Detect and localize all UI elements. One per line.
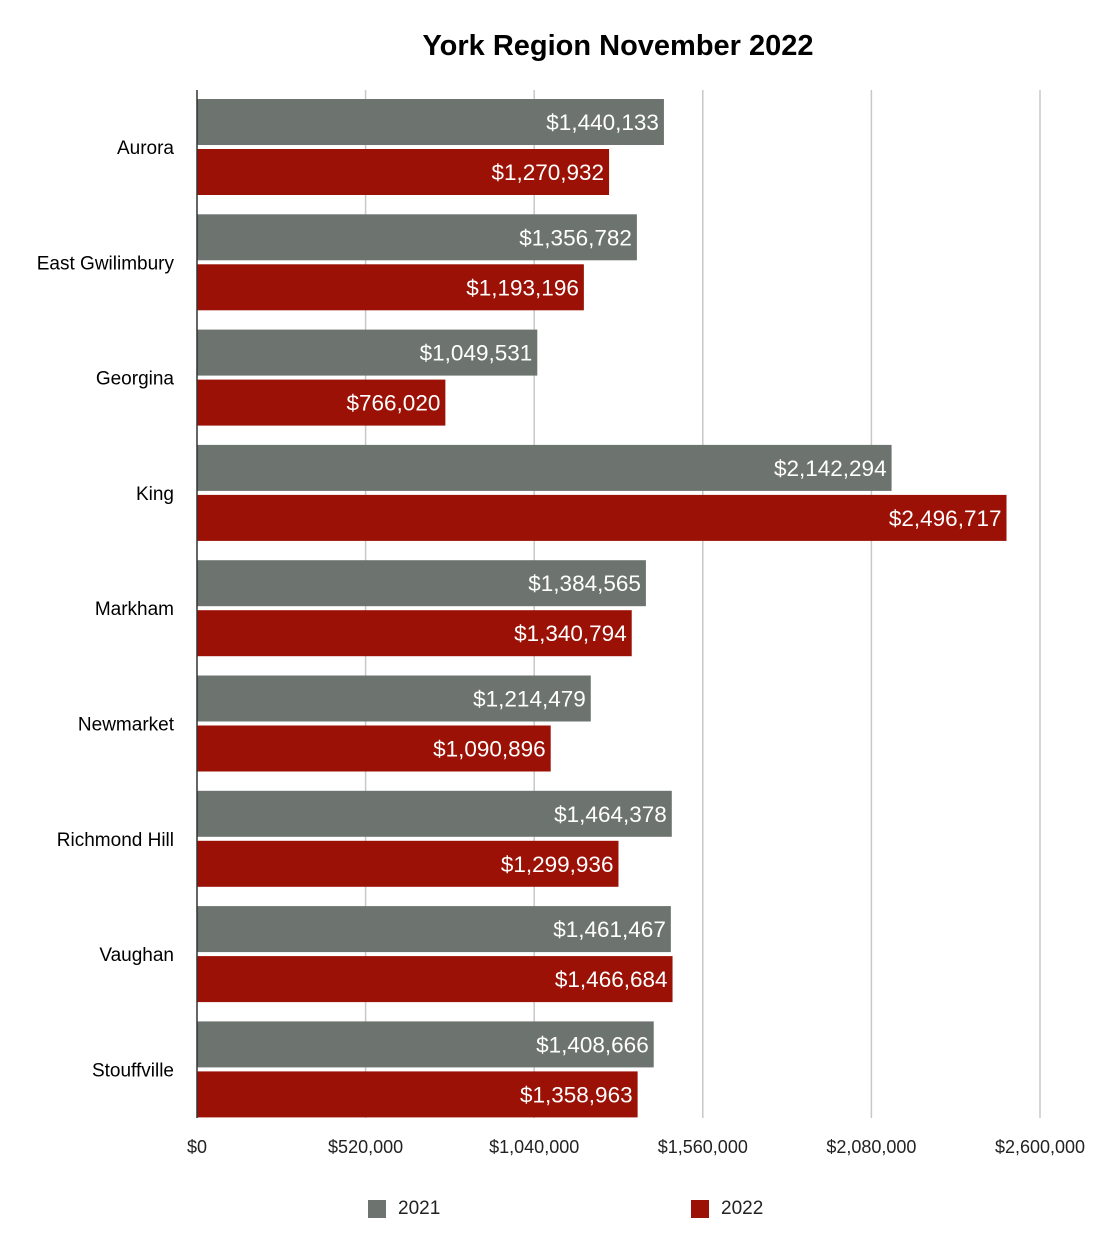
legend-swatch-2021 xyxy=(368,1200,386,1218)
bar-value-label-2022-6: $1,299,936 xyxy=(501,852,614,877)
bar-value-label-2022-8: $1,358,963 xyxy=(520,1082,633,1107)
bar-value-label-2022-4: $1,340,794 xyxy=(514,621,627,646)
x-tick-label-0: $0 xyxy=(187,1137,207,1157)
legend-label-2021: 2021 xyxy=(398,1198,441,1219)
x-tick-label-5: $2,600,000 xyxy=(995,1137,1085,1157)
x-tick-label-4: $2,080,000 xyxy=(826,1137,916,1157)
bar-value-label-2021-3: $2,142,294 xyxy=(774,456,887,481)
bar-2021-6 xyxy=(197,790,672,837)
category-label-4: Markham xyxy=(95,599,174,620)
category-label-5: Newmarket xyxy=(78,715,175,736)
x-tick-label-2: $1,040,000 xyxy=(489,1137,579,1157)
bar-2021-8 xyxy=(197,1021,654,1068)
category-label-8: Stouffville xyxy=(92,1060,174,1081)
x-tick-label-3: $1,560,000 xyxy=(658,1137,748,1157)
bar-2022-8 xyxy=(197,1071,638,1118)
bar-value-label-2021-1: $1,356,782 xyxy=(519,225,632,250)
bar-value-label-2022-2: $766,020 xyxy=(347,391,441,416)
bar-value-label-2022-7: $1,466,684 xyxy=(555,967,668,992)
legend-swatch-2022 xyxy=(691,1200,709,1218)
bar-2021-7 xyxy=(197,906,671,953)
bar-value-label-2022-1: $1,193,196 xyxy=(466,275,579,300)
bar-2022-1 xyxy=(197,264,584,311)
category-label-6: Richmond Hill xyxy=(57,830,174,851)
bar-value-label-2021-4: $1,384,565 xyxy=(528,571,641,596)
bar-2022-5 xyxy=(197,725,551,772)
bar-2022-2 xyxy=(197,379,446,426)
category-label-2: Georgina xyxy=(96,369,175,390)
chart-title: York Region November 2022 xyxy=(422,30,814,62)
legend-label-2022: 2022 xyxy=(721,1198,764,1219)
bar-2022-0 xyxy=(197,149,610,195)
bar-2021-2 xyxy=(197,329,538,376)
bar-2021-5 xyxy=(197,675,591,722)
bar-value-label-2022-5: $1,090,896 xyxy=(433,737,546,762)
bar-value-label-2021-6: $1,464,378 xyxy=(554,802,667,827)
bar-value-label-2021-7: $1,461,467 xyxy=(553,917,666,942)
category-label-0: Aurora xyxy=(117,138,174,159)
bar-2022-7 xyxy=(197,956,673,1003)
bar-2022-3 xyxy=(197,494,1007,541)
legend-item-2021: 2021 xyxy=(368,1198,440,1220)
bar-value-label-2022-3: $2,496,717 xyxy=(889,506,1002,531)
bar-value-label-2022-0: $1,270,932 xyxy=(491,160,604,185)
category-label-7: Vaughan xyxy=(99,945,174,966)
category-label-1: East Gwilimbury xyxy=(37,253,175,274)
bar-2021-3 xyxy=(197,444,892,491)
bar-2021-4 xyxy=(197,560,646,607)
legend-item-2022: 2022 xyxy=(691,1198,763,1220)
bar-2021-0 xyxy=(197,99,664,145)
x-tick-label-1: $520,000 xyxy=(328,1137,403,1157)
bar-value-label-2021-8: $1,408,666 xyxy=(536,1032,649,1057)
bar-value-label-2021-2: $1,049,531 xyxy=(420,341,533,366)
bar-2021-1 xyxy=(197,214,637,261)
bar-value-label-2021-0: $1,440,133 xyxy=(546,110,659,135)
category-label-3: King xyxy=(136,484,174,505)
bar-2022-4 xyxy=(197,610,632,657)
bar-2022-6 xyxy=(197,840,619,887)
bar-value-label-2021-5: $1,214,479 xyxy=(473,687,586,712)
